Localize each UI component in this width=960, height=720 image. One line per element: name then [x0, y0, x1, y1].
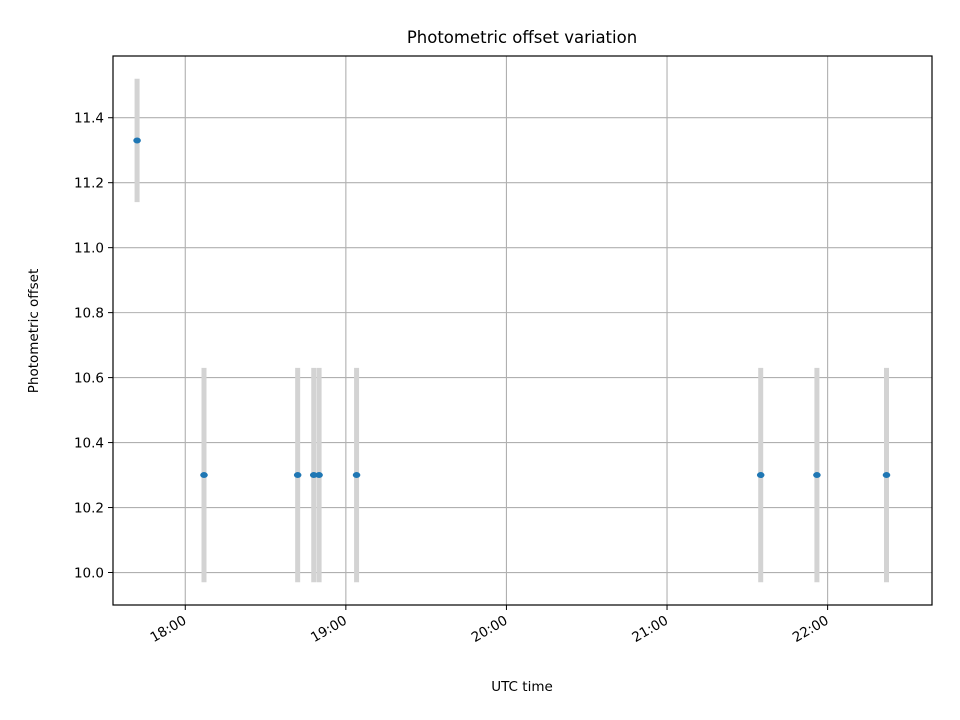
- y-tick-label: 10.8: [74, 306, 104, 322]
- data-point: [882, 472, 891, 479]
- x-tick-label: 20:00: [469, 613, 511, 646]
- y-tick-label: 10.6: [74, 371, 104, 387]
- data-point: [352, 472, 361, 479]
- x-axis: 18:00 19:00 20:00 21:00 22:00: [148, 605, 832, 646]
- grid: [113, 56, 932, 605]
- x-tick-label: 19:00: [308, 613, 350, 646]
- data-point: [813, 472, 821, 479]
- x-axis-label: UTC time: [491, 679, 553, 695]
- data-point: [133, 137, 141, 144]
- plot-area-frame: [112, 55, 933, 606]
- y-tick-label: 10.0: [74, 566, 104, 582]
- x-tick-label: 18:00: [148, 613, 190, 646]
- y-tick-label: 11.2: [74, 176, 104, 192]
- data-point: [315, 472, 323, 479]
- data-points: [133, 137, 891, 479]
- chart-title: Photometric offset variation: [407, 28, 637, 47]
- y-tick-label: 11.4: [74, 111, 104, 127]
- x-tick-label: 21:00: [629, 613, 671, 646]
- x-tick-label: 22:00: [790, 613, 832, 646]
- y-tick-label: 11.0: [74, 241, 104, 257]
- data-point: [309, 472, 318, 479]
- y-axis-label: Photometric offset: [26, 269, 42, 393]
- data-point: [293, 472, 302, 479]
- data-point: [756, 472, 765, 479]
- y-tick-label: 10.2: [74, 501, 104, 517]
- y-axis: 10.0 10.2 10.4 10.6 10.8 11.0 11.2 11.4: [74, 111, 113, 582]
- error-bars: [134, 78, 889, 583]
- y-tick-label: 10.4: [74, 436, 104, 452]
- data-point: [200, 472, 208, 479]
